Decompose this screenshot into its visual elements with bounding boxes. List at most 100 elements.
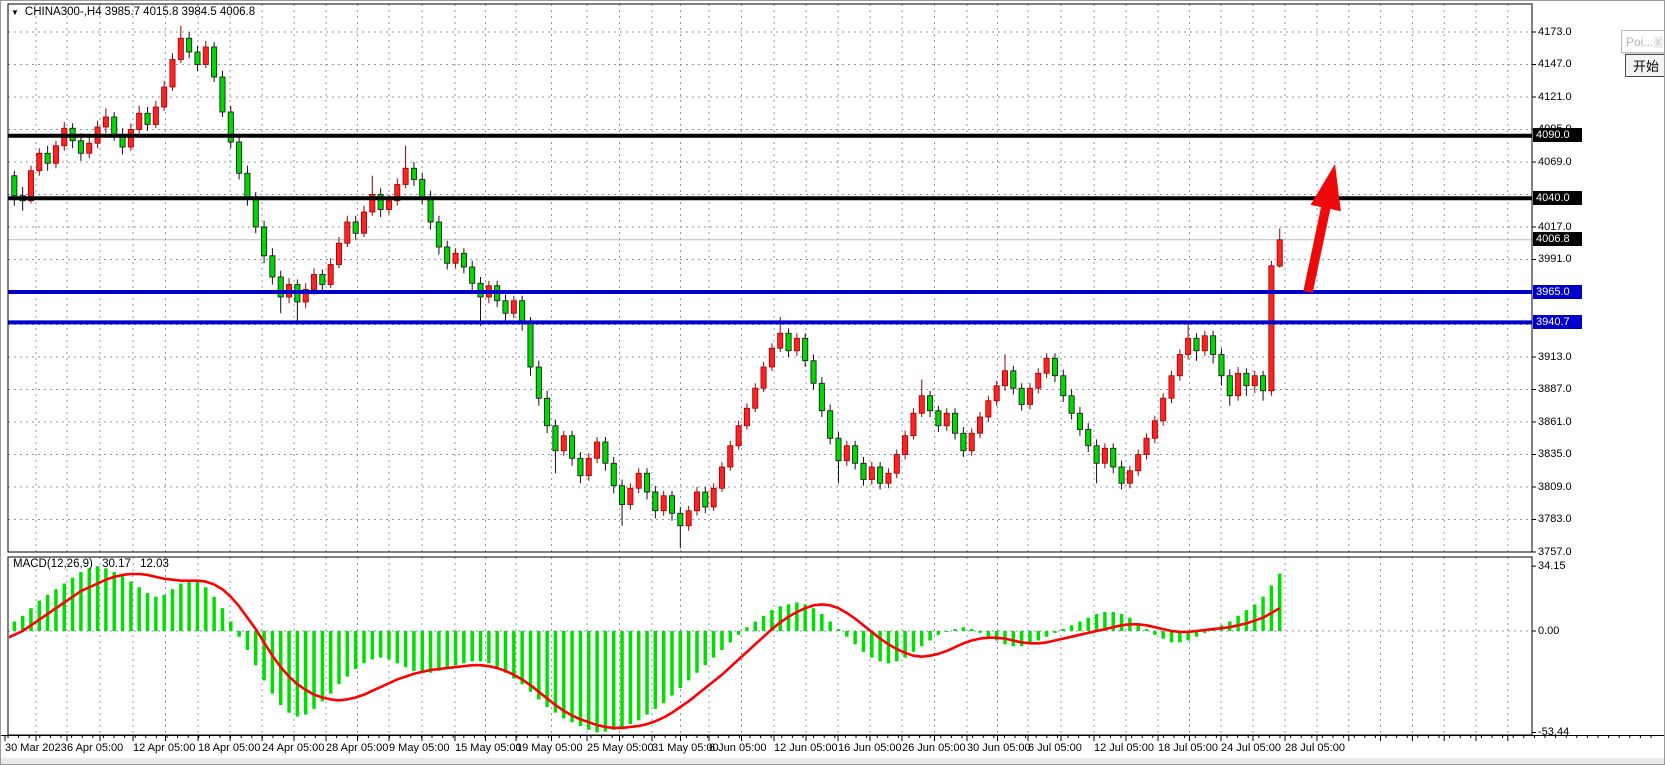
candles <box>11 25 1283 549</box>
candle-body <box>577 457 584 477</box>
macd-hist-bar <box>636 631 641 721</box>
macd-hist-bar <box>187 579 191 631</box>
macd-hist-bar <box>453 631 458 666</box>
candle-body <box>1176 354 1183 377</box>
candle-body <box>1068 395 1075 414</box>
price-tick-label: 4173.0 <box>1538 25 1572 38</box>
macd-hist-bar <box>237 631 241 637</box>
macd-hist-bar <box>895 631 899 662</box>
macd-hist-bar <box>204 587 208 631</box>
macd-hist-bar <box>1161 631 1165 639</box>
price-tick-label: 3861.0 <box>1538 415 1572 428</box>
candle-body <box>427 196 434 223</box>
time-axis-label: 30 Mar 2023 <box>5 742 67 754</box>
candle-body <box>585 457 592 477</box>
start-button[interactable]: 开始 <box>1625 54 1664 77</box>
macd-hist-bar <box>986 631 991 637</box>
macd-hist-bar <box>270 631 275 694</box>
candle-body <box>768 347 775 368</box>
price-level-label: 4006.8 <box>1533 232 1582 247</box>
macd-hist-bar <box>620 631 624 728</box>
close-icon[interactable]: x <box>1653 35 1663 48</box>
macd-hist-bar <box>936 631 941 635</box>
symbol-dropdown-icon[interactable]: ▼ <box>11 7 19 17</box>
candle-body <box>760 366 767 389</box>
candle-body <box>927 395 934 412</box>
macd-hist-bar <box>1253 604 1257 631</box>
candle-body <box>968 432 975 452</box>
macd-plot <box>9 566 1282 733</box>
candle-body <box>860 462 867 480</box>
macd-axis-label: 34.15 <box>1538 559 1566 572</box>
candle-body <box>1010 370 1017 389</box>
macd-hist-bar <box>528 631 533 692</box>
macd-hist-bar <box>478 631 483 662</box>
candle-body <box>569 435 576 459</box>
macd-hist-bar <box>229 621 233 631</box>
script-popup-title: Poi... <box>1626 34 1654 49</box>
macd-hist-bar <box>578 631 583 726</box>
macd-hist-bar <box>437 631 441 671</box>
candle-body <box>943 412 950 427</box>
candle-body <box>1035 372 1042 389</box>
macd-hist-bar <box>1069 625 1074 631</box>
macd-hist-bar <box>137 587 141 631</box>
macd-hist-bar <box>695 631 699 673</box>
macd-hist-bar <box>487 631 491 664</box>
symbol-quote-text: CHINA300-,H4 3985.7 4015.8 3984.5 4006.8 <box>24 6 256 18</box>
macd-hist-bar <box>828 621 832 631</box>
macd-hist-bar <box>795 602 799 631</box>
candle-body <box>843 445 850 462</box>
candle-body <box>610 462 617 487</box>
macd-hist-bar <box>87 568 91 631</box>
macd-hist-bar <box>295 631 300 717</box>
macd-hist-bar <box>703 631 708 666</box>
candle-body <box>327 264 334 285</box>
candle-body <box>977 416 984 434</box>
macd-hist-bar <box>120 575 125 631</box>
candle-body <box>277 276 284 298</box>
candle-body <box>1126 470 1133 484</box>
time-axis-label: 25 May 05:00 <box>587 742 654 754</box>
candle-body <box>219 76 226 113</box>
candle-body <box>960 432 967 452</box>
macd-hist-bar <box>420 631 424 673</box>
candle-body <box>885 472 892 484</box>
time-axis-label: 24 Jul 05:00 <box>1221 742 1281 754</box>
price-level-label: 4090.0 <box>1533 128 1582 143</box>
script-popup[interactable]: Poi... x <box>1621 30 1664 53</box>
up-arrow-annotation[interactable] <box>1303 164 1341 293</box>
candle-body <box>111 116 118 135</box>
macd-hist-bar <box>403 631 408 668</box>
macd-hist-bar <box>154 596 158 631</box>
macd-hist-bar <box>611 631 616 730</box>
candle-body <box>1260 375 1267 392</box>
price-tick-label: 4017.0 <box>1538 220 1572 233</box>
price-tick-label: 3809.0 <box>1538 480 1572 493</box>
candle-body <box>244 172 251 200</box>
macd-hist-bar <box>395 631 400 664</box>
axis-ticks <box>4 31 1652 741</box>
candle-body <box>1168 375 1175 399</box>
macd-hist-bar <box>20 615 25 631</box>
candle-body <box>752 387 759 409</box>
macd-hist-bar <box>1044 631 1049 637</box>
candle-body <box>510 300 517 314</box>
macd-hist-bar <box>1153 631 1157 635</box>
macd-hist-bar <box>1078 621 1082 631</box>
macd-hist-bar <box>670 631 674 696</box>
candle-body <box>852 445 859 464</box>
macd-hist-bar <box>628 631 633 725</box>
candle-body <box>1243 372 1250 387</box>
candle-body <box>385 200 392 210</box>
candle-body <box>685 510 692 527</box>
candle-body <box>727 445 734 468</box>
candle-body <box>1085 429 1092 447</box>
candle-body <box>677 512 684 527</box>
macd-hist-bar <box>170 589 175 631</box>
macd-hist-bar <box>745 627 749 631</box>
macd-hist-bar <box>428 631 433 673</box>
macd-hist-bar <box>870 631 874 658</box>
candle-body <box>177 37 184 60</box>
macd-hist-bar <box>645 631 649 715</box>
